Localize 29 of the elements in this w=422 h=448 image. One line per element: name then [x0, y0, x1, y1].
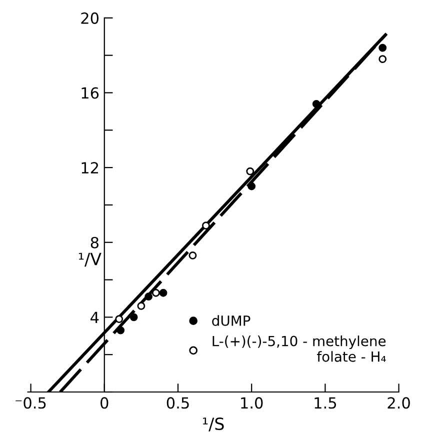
- y-axis-title: ¹/V: [78, 252, 102, 267]
- x-tick-label: 0: [100, 397, 108, 409]
- point: [312, 100, 320, 108]
- point: [159, 288, 168, 297]
- y-tick-label: 4: [90, 312, 99, 323]
- point: [116, 326, 125, 334]
- x-tick-label: ⁻0.5: [16, 397, 46, 409]
- point: [144, 292, 153, 301]
- x-tick-label: 0.5: [166, 397, 189, 409]
- y-tick-label: 8: [90, 236, 98, 248]
- x-tick-label: 2.0: [388, 397, 410, 409]
- point: [378, 44, 387, 52]
- x-tick-label: 1.5: [314, 397, 336, 409]
- point: [130, 313, 138, 322]
- legend-label: L-(+)(-)-5,10 - methylene folate - H₄: [212, 336, 386, 362]
- y-tick-label: 12: [82, 162, 98, 174]
- point: [378, 55, 387, 64]
- point: [137, 302, 146, 310]
- y-tick-label: 16: [82, 87, 99, 99]
- point: [202, 222, 210, 230]
- point: [248, 182, 256, 190]
- x-axis-title: ¹/S: [202, 417, 224, 432]
- point: [188, 252, 197, 260]
- point: [152, 288, 160, 297]
- y-tick-label: 20: [81, 12, 99, 24]
- legend-label: dUMP: [212, 315, 250, 326]
- point: [246, 167, 254, 176]
- point: [115, 315, 124, 324]
- x-tick-label: 1.0: [241, 397, 263, 409]
